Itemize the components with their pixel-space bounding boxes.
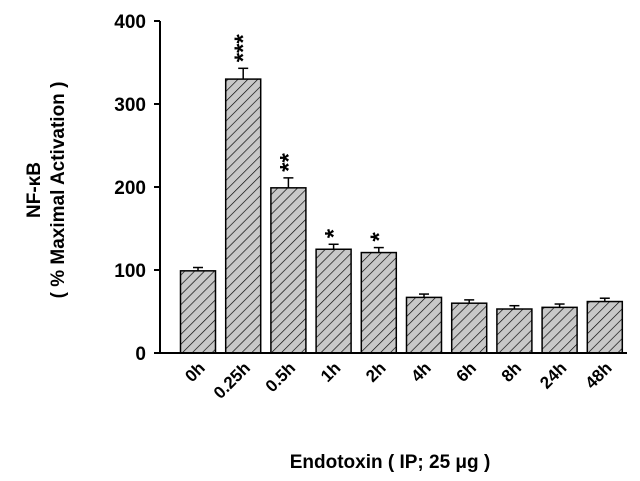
bar-0.5h [270, 187, 307, 354]
significance-marker-1h: * [321, 228, 348, 238]
x-tick-label-6h: 6h [453, 358, 480, 385]
bar-24h [541, 306, 578, 354]
x-tick-label-0h: 0h [181, 358, 208, 385]
bar-2h [360, 251, 398, 354]
x-tick-label-24h: 24h [536, 358, 570, 392]
bars-layer: ****** * [179, 34, 624, 354]
bar-6h [450, 302, 488, 354]
significance-marker-0.5h: ** [275, 153, 302, 172]
y-tick-label-400: 400 [114, 12, 146, 33]
y-tick-label-100: 100 [114, 261, 146, 282]
bar-0.25h [224, 78, 262, 354]
y-tick-label-300: 300 [114, 95, 146, 116]
x-tick-label-0.25h: 0.25h [210, 358, 254, 402]
x-tick-label-8h: 8h [498, 358, 525, 385]
y-axis-label-line2: ( % Maximal Activation ) [48, 82, 69, 299]
x-axis-label: Endotoxin ( IP; 25 μg ) [290, 452, 491, 473]
bar-48h [586, 300, 624, 354]
x-tick-label-48h: 48h [581, 358, 615, 392]
x-tick-label-0.5h: 0.5h [262, 358, 299, 395]
significance-marker-2h: * [366, 232, 393, 242]
x-tick-label-4h: 4h [407, 358, 434, 385]
significance-marker-0.25h: *** [230, 34, 257, 63]
bar-0h [179, 270, 217, 354]
bar-1h [315, 248, 352, 354]
y-axis-label-line1: NF-κB [24, 162, 45, 218]
x-tick-label-2h: 2h [362, 358, 389, 385]
bar-8h [496, 308, 533, 354]
y-tick-label-200: 200 [114, 178, 146, 199]
bar-4h [405, 296, 443, 354]
x-tick-label-1h: 1h [317, 358, 344, 385]
y-tick-label-0: 0 [135, 344, 146, 365]
